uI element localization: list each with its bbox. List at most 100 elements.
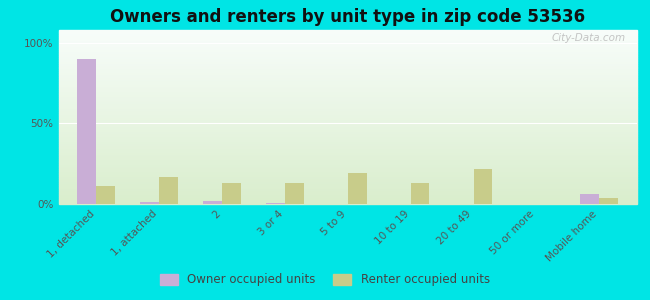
Bar xyxy=(411,183,430,204)
Bar xyxy=(58,51,637,52)
Bar xyxy=(58,72,637,74)
Bar xyxy=(58,44,637,46)
Bar xyxy=(58,34,637,35)
Bar xyxy=(58,133,637,134)
Bar xyxy=(58,89,637,91)
Text: City-Data.com: City-Data.com xyxy=(551,34,625,44)
Bar xyxy=(58,40,637,42)
Bar xyxy=(58,108,637,110)
Bar xyxy=(58,197,637,199)
Bar xyxy=(58,91,637,93)
Bar xyxy=(58,160,637,162)
Bar xyxy=(58,110,637,112)
Bar xyxy=(58,155,637,157)
Bar xyxy=(58,84,637,86)
Bar xyxy=(58,70,637,72)
Bar xyxy=(58,37,637,39)
Bar xyxy=(58,56,637,58)
Bar xyxy=(58,128,637,129)
Bar xyxy=(58,141,637,143)
Bar xyxy=(58,182,637,183)
Bar xyxy=(140,202,159,204)
Bar xyxy=(58,35,637,37)
Bar xyxy=(58,39,637,41)
Bar xyxy=(266,203,285,204)
Bar xyxy=(58,54,637,56)
Bar xyxy=(58,180,637,182)
Bar xyxy=(58,79,637,80)
Bar xyxy=(58,185,637,187)
Bar xyxy=(58,190,637,192)
Bar xyxy=(58,103,637,105)
Bar xyxy=(58,122,637,124)
Bar xyxy=(58,140,637,141)
Bar xyxy=(58,157,637,159)
Bar xyxy=(58,94,637,96)
Bar xyxy=(58,202,637,204)
Bar xyxy=(58,138,637,140)
Bar xyxy=(58,113,637,115)
Bar xyxy=(58,162,637,164)
Bar xyxy=(285,183,304,204)
Bar xyxy=(58,61,637,63)
Bar xyxy=(58,131,637,133)
Bar xyxy=(58,46,637,47)
Bar xyxy=(58,86,637,87)
Bar xyxy=(58,154,637,155)
Bar xyxy=(58,176,637,178)
Bar xyxy=(58,129,637,131)
Bar xyxy=(58,117,637,119)
Bar xyxy=(58,199,637,200)
Bar xyxy=(203,201,222,204)
Bar xyxy=(58,173,637,174)
Bar xyxy=(58,112,637,113)
Bar xyxy=(58,164,637,166)
Bar xyxy=(473,169,493,204)
Bar xyxy=(58,106,637,108)
Bar xyxy=(58,171,637,173)
Bar xyxy=(58,77,637,79)
Bar xyxy=(58,167,637,169)
Bar xyxy=(58,100,637,101)
Bar xyxy=(58,159,637,161)
Bar xyxy=(58,105,637,106)
Bar xyxy=(58,96,637,98)
Bar xyxy=(580,194,599,204)
Bar xyxy=(58,150,637,152)
Bar xyxy=(159,177,178,204)
Bar xyxy=(58,42,637,44)
Bar xyxy=(58,178,637,180)
Bar xyxy=(58,174,637,176)
Bar xyxy=(58,200,637,202)
Bar xyxy=(58,183,637,185)
Bar xyxy=(58,52,637,54)
Bar xyxy=(58,145,637,147)
Bar xyxy=(348,173,367,204)
Bar xyxy=(58,119,637,121)
Bar xyxy=(58,65,637,67)
Bar xyxy=(58,49,637,51)
Bar xyxy=(58,124,637,126)
Title: Owners and renters by unit type in zip code 53536: Owners and renters by unit type in zip c… xyxy=(111,8,585,26)
Bar xyxy=(58,30,637,32)
Bar xyxy=(58,68,637,70)
Bar xyxy=(58,67,637,68)
Bar xyxy=(58,134,637,136)
Bar xyxy=(58,187,637,188)
Bar xyxy=(58,58,637,60)
Bar xyxy=(58,126,637,127)
Legend: Owner occupied units, Renter occupied units: Owner occupied units, Renter occupied un… xyxy=(155,269,495,291)
Bar xyxy=(58,147,637,148)
Bar xyxy=(222,183,241,204)
Bar xyxy=(58,192,637,194)
Bar xyxy=(58,32,637,34)
Bar xyxy=(58,152,637,154)
Bar xyxy=(58,47,637,49)
Bar xyxy=(58,60,637,61)
Bar xyxy=(58,143,637,145)
Bar xyxy=(58,87,637,89)
Bar xyxy=(58,188,637,190)
Bar xyxy=(58,98,637,100)
Bar xyxy=(58,194,637,195)
Bar xyxy=(58,101,637,103)
